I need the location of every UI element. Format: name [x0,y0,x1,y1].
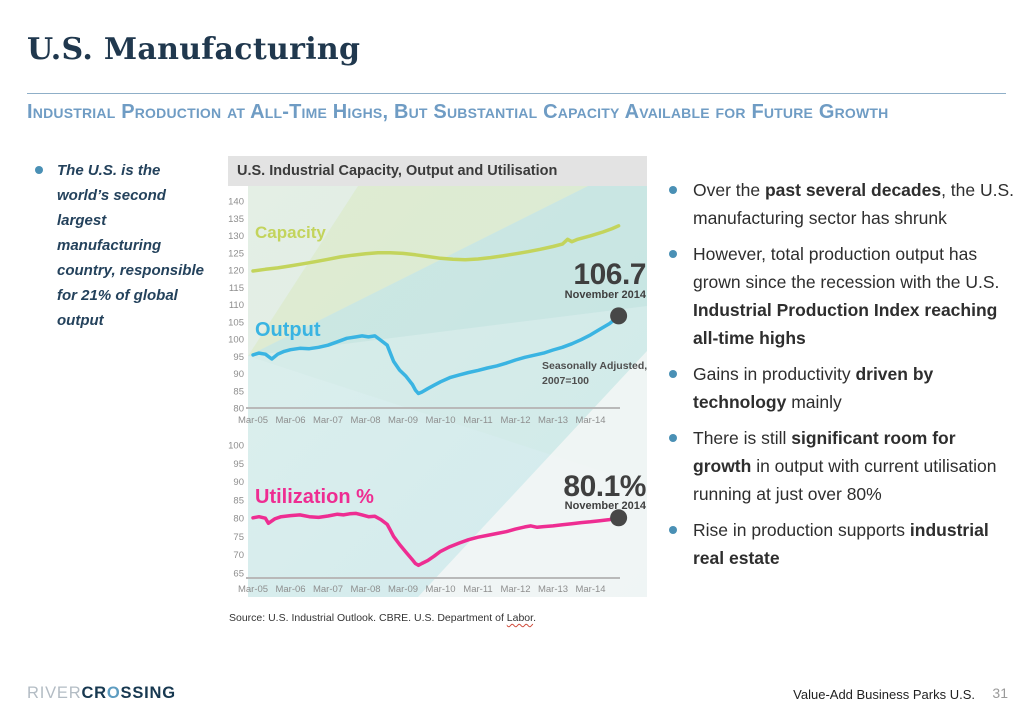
svg-text:Mar-09: Mar-09 [388,584,418,595]
source-period: . [533,612,536,624]
logo-o-accent: O [106,684,121,702]
svg-text:Mar-06: Mar-06 [275,584,305,595]
svg-text:130: 130 [228,231,244,242]
svg-text:Mar-11: Mar-11 [463,415,492,426]
logo-crossing-rest: SSING [120,684,176,702]
svg-text:100: 100 [228,335,244,346]
logo-river: RIVER [27,684,82,702]
svg-text:Output: Output [255,319,321,341]
svg-text:120: 120 [228,266,244,277]
svg-text:95: 95 [233,352,244,363]
fan-wedge [418,351,647,597]
svg-text:80.1%: 80.1% [563,470,646,503]
svg-text:70: 70 [233,550,244,561]
svg-text:65: 65 [233,569,244,580]
list-item: Gains in productivity driven by technolo… [664,360,1016,416]
fan-wedge [248,186,588,356]
industrial-chart: U.S. Industrial Capacity, Output and Uti… [228,156,647,597]
svg-text:Capacity: Capacity [255,223,326,242]
list-item: The U.S. is the world’s second largest m… [27,158,205,333]
source-spellcheck-word: Labor [506,612,534,624]
svg-text:Mar-14: Mar-14 [575,415,605,426]
svg-text:115: 115 [229,283,244,294]
fan-wedge [248,186,647,356]
svg-text:Mar-08: Mar-08 [350,415,380,426]
title-divider [27,93,1006,94]
svg-text:80: 80 [233,404,244,415]
page-title: U.S. Manufacturing [27,32,361,67]
svg-text:Mar-13: Mar-13 [538,584,568,595]
svg-text:75: 75 [233,532,244,543]
svg-text:125: 125 [228,248,244,259]
svg-text:Mar-07: Mar-07 [313,415,343,426]
svg-text:2007=100: 2007=100 [542,375,589,387]
source-text: Source: U.S. Industrial Outlook. CBRE. U… [229,612,507,624]
list-item: However, total production output has gro… [664,240,1016,352]
svg-text:Mar-09: Mar-09 [388,415,418,426]
left-column: The U.S. is the world’s second largest m… [27,158,205,333]
left-bullet-text: The U.S. is the world’s second largest m… [57,162,204,329]
svg-text:Mar-08: Mar-08 [350,584,380,595]
svg-text:Mar-07: Mar-07 [313,584,343,595]
svg-text:95: 95 [233,459,244,470]
svg-text:100: 100 [228,441,244,452]
chart-plot-area: 140 135 130 125 120 115 110 105 100 95 90 85 80 100 95… [228,186,647,597]
bullet-icon [35,166,43,174]
svg-text:November 2014: November 2014 [565,289,647,301]
svg-text:Mar-05: Mar-05 [238,584,268,595]
svg-text:Mar-12: Mar-12 [500,415,530,426]
right-bullet-list: Over the past several decades, the U.S. … [664,176,1016,572]
svg-text:140: 140 [228,197,244,208]
svg-text:Mar-10: Mar-10 [425,415,455,426]
svg-text:Mar-10: Mar-10 [425,584,455,595]
page-number: 31 [992,685,1008,701]
svg-text:Utilization %: Utilization % [255,486,374,508]
svg-text:Mar-14: Mar-14 [575,584,605,595]
list-item: Over the past several decades, the U.S. … [664,176,1016,232]
svg-text:Mar-11: Mar-11 [463,584,492,595]
svg-text:110: 110 [229,300,244,311]
list-item: Rise in production supports industrial r… [664,516,1016,572]
footer-label: Value-Add Business Parks U.S. [793,687,975,702]
logo-crossing: CR [81,684,107,702]
svg-text:Mar-06: Mar-06 [275,415,305,426]
page-subtitle: Industrial Production at All-Time Highs,… [27,101,889,123]
chart-title: U.S. Industrial Capacity, Output and Uti… [228,156,647,186]
svg-text:November 2014: November 2014 [565,500,647,512]
svg-text:85: 85 [233,386,244,397]
svg-text:105: 105 [228,317,244,328]
svg-text:80: 80 [233,514,244,525]
svg-text:Seasonally Adjusted,: Seasonally Adjusted, [542,360,647,372]
rivercrossing-logo: RIVERCROSSING [27,684,176,703]
svg-text:90: 90 [233,369,244,380]
svg-text:Mar-13: Mar-13 [538,415,568,426]
svg-text:106.7: 106.7 [573,258,646,291]
right-column: Over the past several decades, the U.S. … [664,176,1016,580]
svg-text:Mar-05: Mar-05 [238,415,268,426]
svg-text:Mar-12: Mar-12 [500,584,530,595]
source-note: Source: U.S. Industrial Outlook. CBRE. U… [229,612,536,624]
svg-text:85: 85 [233,495,244,506]
svg-text:135: 135 [228,214,244,225]
svg-text:90: 90 [233,477,244,488]
list-item: There is still significant room for grow… [664,424,1016,508]
